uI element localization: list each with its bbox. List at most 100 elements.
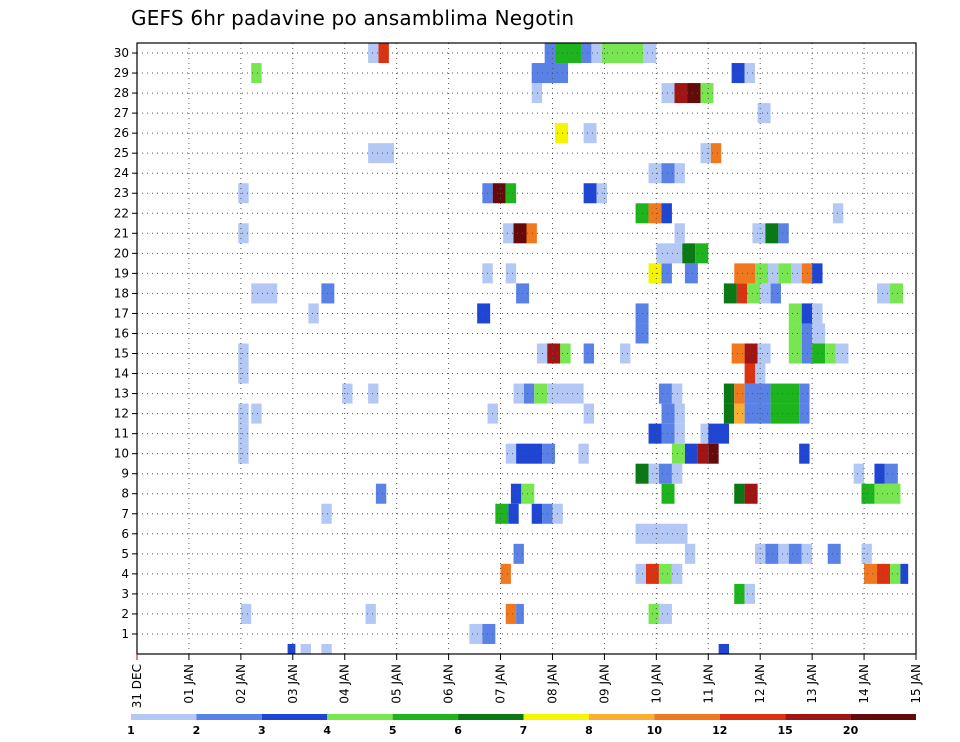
data-cell xyxy=(510,483,522,504)
data-cell xyxy=(825,343,836,364)
data-cell xyxy=(238,183,249,204)
data-cell xyxy=(674,423,685,444)
data-cell xyxy=(368,383,379,404)
x-tick-label: 13 JAN xyxy=(805,664,819,704)
y-tick-label: 4 xyxy=(121,567,129,581)
data-cell xyxy=(778,223,789,244)
y-tick-label: 6 xyxy=(121,527,129,541)
colorbar-label: 5 xyxy=(389,724,397,737)
data-cell xyxy=(661,403,675,424)
data-cell xyxy=(884,463,898,484)
data-cell xyxy=(864,563,878,584)
data-cell xyxy=(684,543,696,564)
data-cell xyxy=(656,243,683,264)
data-cell xyxy=(648,163,662,184)
data-cell xyxy=(531,63,569,84)
data-cell xyxy=(643,43,657,64)
x-tick-label: 02 JAN xyxy=(234,664,248,704)
data-cell xyxy=(492,183,506,204)
data-cell xyxy=(531,503,543,524)
x-tick-label: 09 JAN xyxy=(597,664,611,704)
x-tick-label: 12 JAN xyxy=(753,664,767,704)
colorbar-swatch xyxy=(719,714,786,720)
data-cell xyxy=(744,483,758,504)
y-tick-label: 3 xyxy=(121,587,129,601)
data-cell xyxy=(505,263,517,284)
data-cell xyxy=(482,623,496,644)
data-cell xyxy=(744,343,758,364)
y-tick-label: 2 xyxy=(121,607,129,621)
colorbar-label: 7 xyxy=(520,724,528,737)
y-tick-label: 8 xyxy=(121,487,129,501)
x-tick-label: 05 JAN xyxy=(390,664,404,704)
data-cell xyxy=(477,303,491,324)
data-cell xyxy=(700,423,709,444)
data-cell xyxy=(534,383,548,404)
data-cell xyxy=(308,303,319,324)
chart-title: GEFS 6hr padavine po ansamblima Negotin xyxy=(131,6,575,30)
data-cell xyxy=(635,523,688,544)
data-cell xyxy=(744,583,756,604)
y-tick-label: 29 xyxy=(114,66,129,80)
y-tick-label: 23 xyxy=(114,186,129,200)
data-cell xyxy=(560,343,571,364)
data-cell xyxy=(513,223,527,244)
data-cell xyxy=(757,103,771,124)
data-cell xyxy=(708,423,730,444)
data-cell xyxy=(365,603,376,624)
data-cell xyxy=(674,163,685,184)
x-tick-label: 04 JAN xyxy=(338,664,352,704)
data-cell xyxy=(723,403,735,424)
data-cell xyxy=(238,363,249,384)
data-cell xyxy=(516,443,543,464)
y-tick-label: 16 xyxy=(114,326,129,340)
data-cell xyxy=(503,223,514,244)
data-cell xyxy=(523,383,535,404)
x-tick-label: 07 JAN xyxy=(494,664,508,704)
data-cell xyxy=(791,263,802,284)
plot-frame xyxy=(136,42,917,655)
data-cell xyxy=(799,383,810,404)
data-cell xyxy=(658,603,672,624)
y-tick-label: 22 xyxy=(114,206,129,220)
colorbar-swatch xyxy=(523,714,589,720)
axes: 1234567891011121314151617181920212223242… xyxy=(114,42,923,708)
colorbar-swatch xyxy=(850,714,916,720)
colorbar-swatch xyxy=(392,714,459,720)
x-tick-label: 01 JAN xyxy=(182,664,196,704)
data-cell xyxy=(238,423,249,444)
x-tick-label: 15 JAN xyxy=(909,664,923,704)
data-cell xyxy=(695,243,709,264)
data-cell xyxy=(674,403,685,424)
data-cell xyxy=(731,63,745,84)
y-tick-label: 12 xyxy=(114,407,129,421)
data-cell xyxy=(710,143,722,164)
data-cell xyxy=(661,83,675,104)
data-cell xyxy=(555,123,569,144)
data-cell xyxy=(734,383,745,404)
data-cell xyxy=(658,383,672,404)
y-tick-label: 15 xyxy=(114,347,129,361)
y-tick-label: 18 xyxy=(114,286,129,300)
data-cell xyxy=(788,543,802,564)
data-cell xyxy=(734,583,745,604)
data-cell xyxy=(767,263,779,284)
data-cell xyxy=(744,363,756,384)
y-tick-label: 19 xyxy=(114,266,129,280)
y-tick-label: 10 xyxy=(114,447,129,461)
colorbar-label: 20 xyxy=(843,724,859,737)
x-tick-label: 03 JAN xyxy=(286,664,300,704)
data-cell xyxy=(801,303,813,324)
data-cell xyxy=(827,543,841,564)
colorbar-swatch xyxy=(785,714,851,720)
colorbar-label: 10 xyxy=(647,724,663,737)
x-tick-label: 06 JAN xyxy=(442,664,456,704)
data-cell xyxy=(583,403,595,424)
colorbar-label: 12 xyxy=(712,724,727,737)
data-cell xyxy=(596,183,607,204)
data-cell xyxy=(861,543,872,564)
data-cell xyxy=(583,183,597,204)
y-tick-label: 17 xyxy=(114,306,129,320)
data-cell xyxy=(321,503,332,524)
